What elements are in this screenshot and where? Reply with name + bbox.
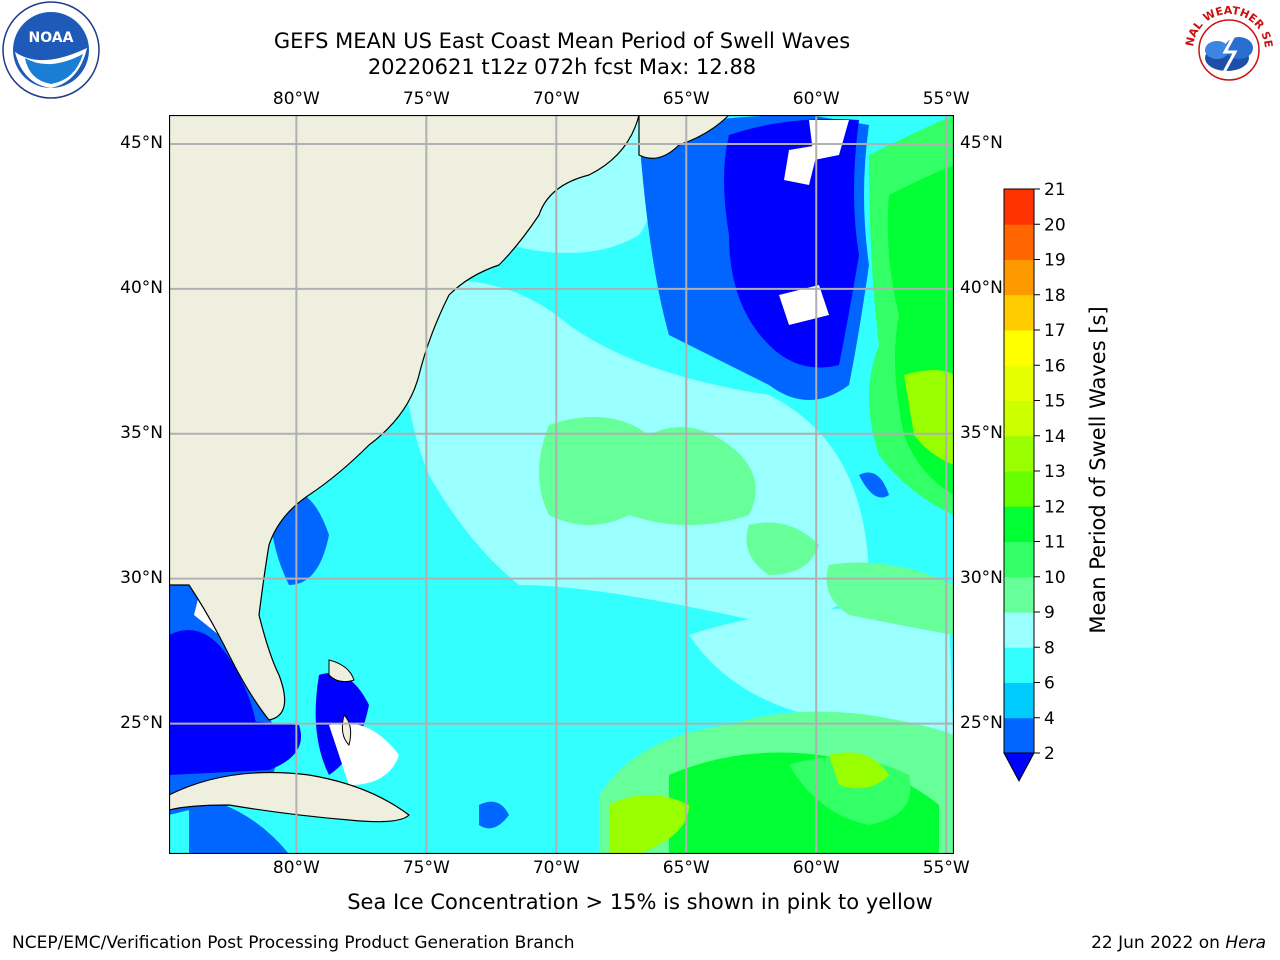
lat-tick-label-left: 40°N <box>120 277 163 298</box>
colorbar-tick-label: 18 <box>1044 286 1066 306</box>
colorbar-tick-label: 19 <box>1044 251 1066 271</box>
colorbar-tick-label: 9 <box>1044 603 1055 623</box>
lat-tick-label-right: 45°N <box>960 132 1003 153</box>
noaa-logo-text: NOAA <box>29 30 74 46</box>
lat-tick-label-left: 25°N <box>120 712 163 733</box>
land-us-east-coast <box>169 115 640 721</box>
lon-tick-label-bottom: 55°W <box>922 858 970 878</box>
lat-tick-label-left: 45°N <box>120 132 163 153</box>
colorbar-segment <box>1004 259 1034 296</box>
colorbar-segment <box>1004 471 1034 507</box>
swell-period-map <box>169 115 954 854</box>
lon-tick-label-top: 75°W <box>402 89 450 109</box>
nws-logo: NATIONAL WEATHER SERVICE <box>1179 0 1277 98</box>
colorbar-tick-label: 10 <box>1044 568 1066 588</box>
run-date-credit: 22 Jun 2022 on Hera <box>1091 933 1266 953</box>
run-date: 22 Jun 2022 on <box>1091 933 1226 953</box>
lat-tick-label-left: 30°N <box>120 567 163 588</box>
colorbar-segment <box>1004 717 1034 754</box>
colorbar-segment <box>1004 224 1034 260</box>
land-maritimes <box>638 115 730 159</box>
lat-tick-label-right: 30°N <box>960 567 1003 588</box>
land-cuba <box>169 771 410 823</box>
platform-name: Hera <box>1225 933 1266 953</box>
lon-tick-label-bottom: 80°W <box>272 858 320 878</box>
colorbar-tick-label: 6 <box>1044 674 1055 694</box>
colorbar-tick-label: 21 <box>1044 180 1066 200</box>
colorbar-segment <box>1004 400 1034 437</box>
lat-tick-label-right: 40°N <box>960 277 1003 298</box>
colorbar-tick-label: 12 <box>1044 497 1066 517</box>
lon-tick-label-top: 60°W <box>792 89 840 109</box>
colorbar: 2 4 6 8 9 10 11 12 13 14 15 16 17 18 19 20 21 <box>1003 180 1066 783</box>
colorbar-tick-label: 8 <box>1044 638 1055 658</box>
sea-ice-note: Sea Ice Concentration > 15% is shown in … <box>347 890 933 914</box>
land-bahamas <box>328 659 355 683</box>
colorbar-tick-label: 16 <box>1044 356 1066 376</box>
colorbar-segment <box>1004 682 1034 719</box>
colorbar-tick-label: 20 <box>1044 215 1066 235</box>
colorbar-label: Mean Period of Swell Waves [s] <box>1086 306 1110 634</box>
colorbar-segment <box>1004 365 1034 401</box>
lon-tick-label-bottom: 75°W <box>402 858 450 878</box>
colorbar-segment <box>1004 330 1034 366</box>
lon-tick-label-bottom: 60°W <box>792 858 840 878</box>
colorbar-tick-label: 11 <box>1044 533 1066 553</box>
lat-tick-label-right: 35°N <box>960 422 1003 443</box>
colorbar-tick-label: 15 <box>1044 392 1066 412</box>
colorbar-segment <box>1004 435 1034 472</box>
colorbar-tick-label: 4 <box>1044 709 1055 729</box>
noaa-logo: NOAA <box>2 1 100 99</box>
colorbar-segment <box>1004 612 1034 648</box>
lat-tick-label-left: 35°N <box>120 422 163 443</box>
colorbar-segment <box>1004 647 1034 683</box>
chart-title: GEFS MEAN US East Coast Mean Period of S… <box>273 29 851 53</box>
colorbar-tick-label: 2 <box>1044 744 1055 764</box>
chart-subtitle: 20220621 t12z 072h fcst Max: 12.88 <box>367 55 757 79</box>
colorbar-tick-label: 13 <box>1044 462 1066 482</box>
lon-tick-label-bottom: 70°W <box>532 858 580 878</box>
lon-tick-label-top: 80°W <box>272 89 320 109</box>
producer-credit: NCEP/EMC/Verification Post Processing Pr… <box>12 933 575 953</box>
colorbar-segment <box>1004 189 1034 225</box>
colorbar-segment <box>1004 506 1034 542</box>
lat-tick-label-right: 25°N <box>960 712 1003 733</box>
colorbar-segment <box>1004 576 1034 613</box>
colorbar-segment <box>1004 294 1034 331</box>
colorbar-tick-label: 14 <box>1044 427 1066 447</box>
lon-tick-label-top: 70°W <box>532 89 580 109</box>
lon-tick-label-top: 65°W <box>662 89 710 109</box>
lon-tick-label-bottom: 65°W <box>662 858 710 878</box>
colorbar-tick-label: 17 <box>1044 321 1066 341</box>
colorbar-segment <box>1004 541 1034 578</box>
lon-tick-label-top: 55°W <box>922 89 970 109</box>
colorbar-extend-arrow <box>1003 752 1035 783</box>
map-gridlines <box>169 115 954 854</box>
